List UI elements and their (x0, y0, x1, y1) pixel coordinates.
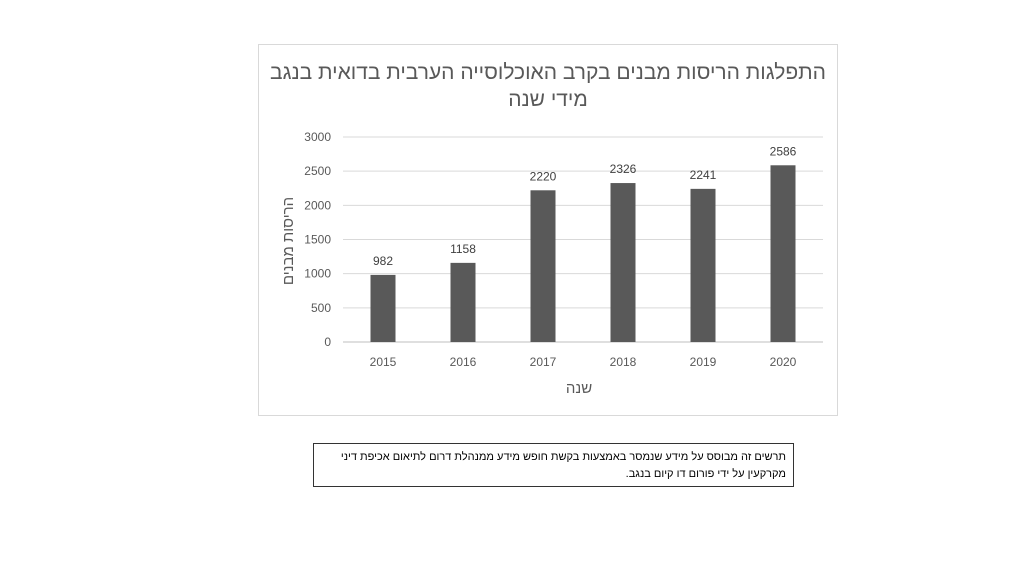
y-axis-title: הריסות מבנים (280, 197, 297, 285)
chart-title: התפלגות הריסות מבנים בקרב האוכלוסייה הער… (270, 61, 826, 111)
bar-2019 (690, 188, 716, 342)
x-axis-title: שנה (566, 380, 592, 397)
bar-2020 (770, 165, 796, 342)
y-tick-label: 0 (324, 335, 331, 349)
y-tick-label: 2000 (304, 198, 331, 212)
bar-2018 (610, 183, 636, 342)
caption-text: תרשים זה מבוסס על מידע שנמסר באמצעות בקש… (340, 451, 786, 480)
y-tick-label: 500 (311, 301, 331, 315)
data-label: 2586 (770, 144, 797, 158)
gridlines (343, 136, 823, 343)
data-label: 2241 (690, 168, 717, 182)
bar-2017 (530, 190, 556, 342)
x-tick-label: 2019 (690, 355, 717, 369)
x-tick-label: 2018 (610, 355, 637, 369)
x-tick-label: 2015 (370, 355, 397, 369)
caption-box: תרשים זה מבוסס על מידע שנמסר באמצעות בקש… (313, 443, 794, 487)
y-tick-label: 1000 (304, 267, 331, 281)
bar-chart: 0 500 1000 1500 2000 2500 3000 982 2015 1158 2016 2… (280, 130, 823, 397)
y-tick-label: 3000 (304, 130, 331, 144)
data-label: 982 (373, 254, 393, 268)
y-tick-label: 2500 (304, 164, 331, 178)
chart-frame: התפלגות הריסות מבנים בקרב האוכלוסייה הער… (258, 44, 838, 416)
data-label: 2326 (610, 162, 637, 176)
data-label: 2220 (530, 169, 557, 183)
bar-2016 (450, 262, 476, 342)
x-tick-label: 2017 (530, 355, 557, 369)
bar-2015 (370, 274, 396, 342)
x-tick-label: 2020 (770, 355, 797, 369)
data-label: 1158 (450, 242, 476, 256)
x-tick-label: 2016 (450, 355, 477, 369)
y-tick-label: 1500 (304, 233, 331, 247)
labels: 0 500 1000 1500 2000 2500 3000 982 2015 1158 2016 2… (304, 130, 796, 369)
bars (370, 165, 796, 342)
